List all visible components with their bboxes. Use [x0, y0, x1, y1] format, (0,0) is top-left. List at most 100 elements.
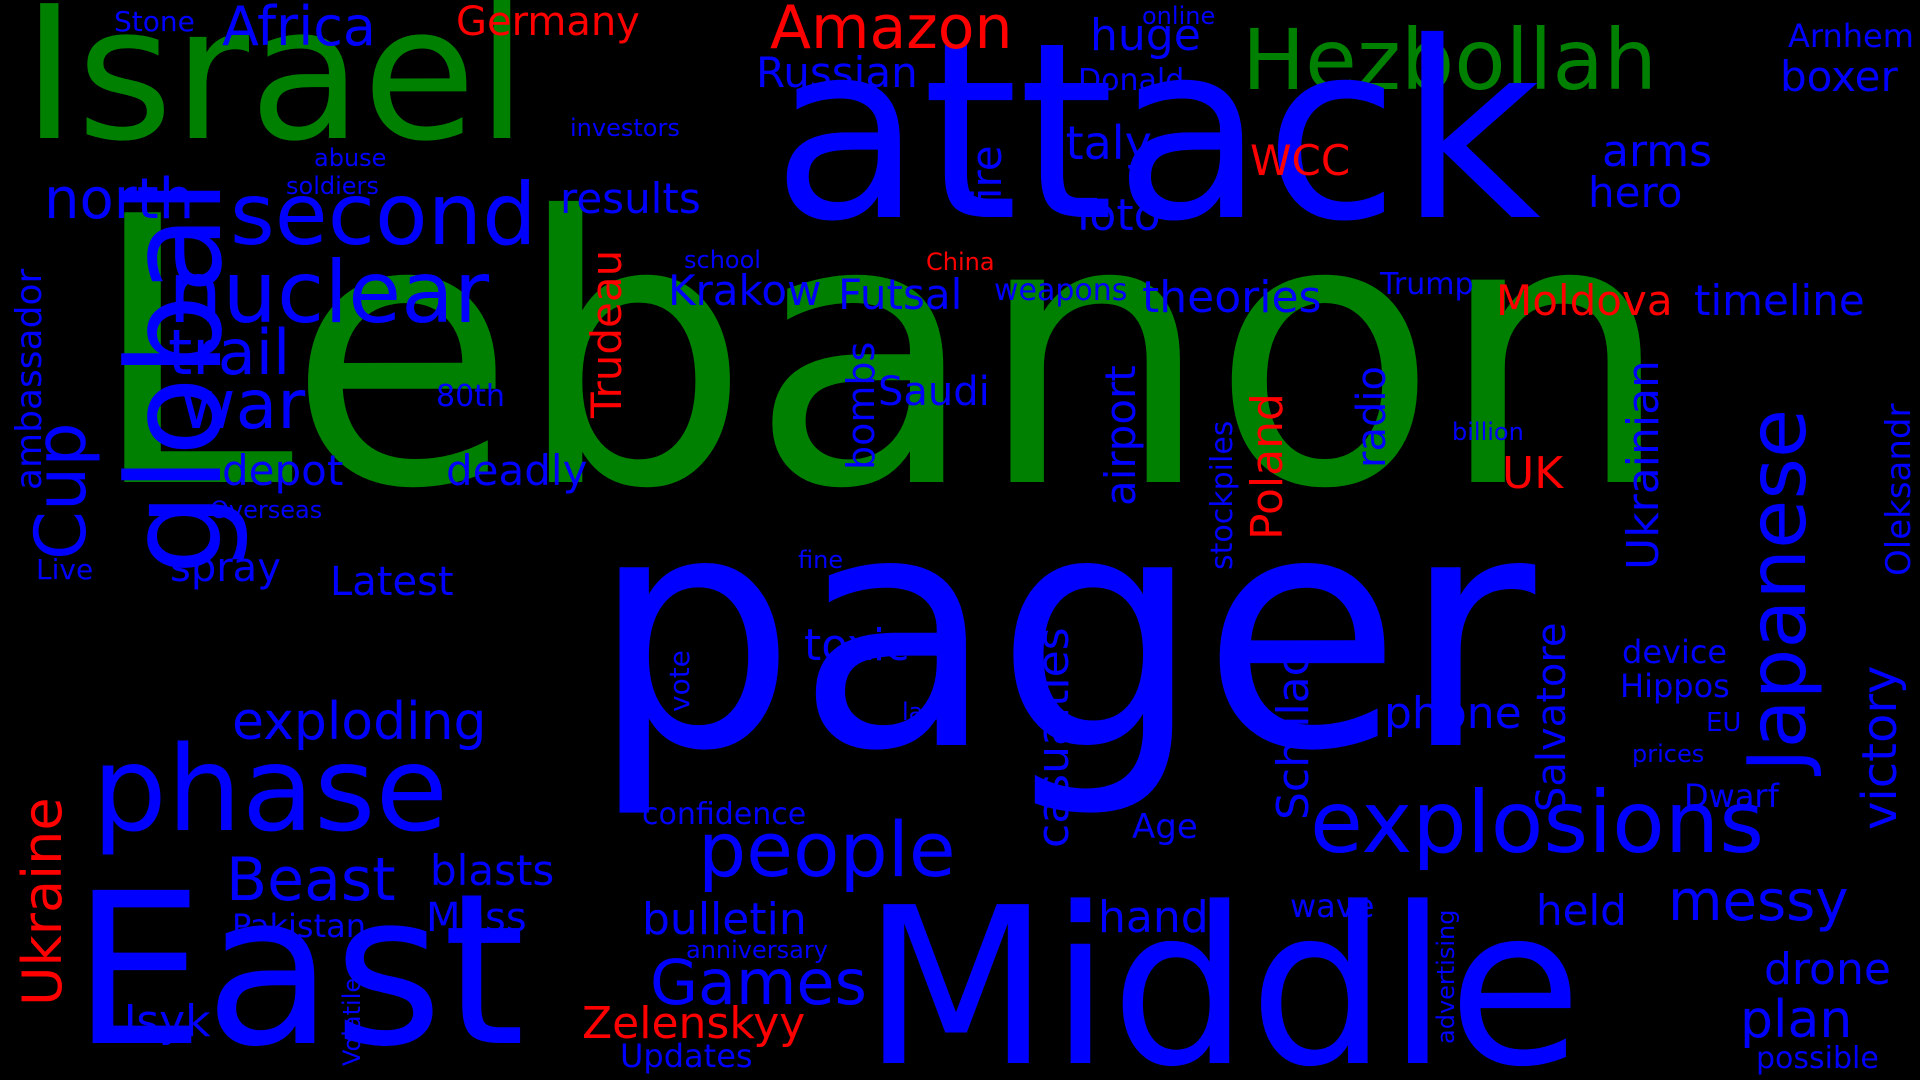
- word-radio: radio: [1349, 366, 1395, 468]
- word-billion: billion: [1452, 418, 1524, 446]
- word-pager: pager: [590, 443, 1536, 822]
- word-israel: Israel: [22, 0, 528, 182]
- word-bombs: bombs: [839, 341, 883, 470]
- word-amazon: Amazon: [770, 0, 1013, 63]
- word-games: Games: [650, 946, 867, 1019]
- word-explosions: explosions: [1310, 773, 1765, 873]
- word-airport: airport: [1096, 365, 1145, 506]
- word-online: online: [1142, 2, 1216, 30]
- word-possible: possible: [1756, 1041, 1879, 1076]
- word-oleksandr: Oleksandr: [1879, 403, 1919, 576]
- word-80th: 80th: [436, 379, 505, 414]
- word-spray: spray: [170, 545, 281, 591]
- word-deadly: deadly: [446, 446, 588, 495]
- word-timeline: timeline: [1694, 276, 1865, 325]
- word-eu: EU: [1706, 708, 1742, 738]
- word-theories: theories: [1142, 272, 1322, 323]
- word-people: people: [698, 805, 956, 894]
- word-arnhem: Arnhem: [1788, 17, 1914, 55]
- word-russian: Russian: [756, 48, 918, 97]
- word-phone: phone: [1384, 688, 1522, 739]
- word-school: school: [684, 246, 761, 274]
- word-china: China: [926, 248, 995, 276]
- word-drone: drone: [1764, 944, 1891, 995]
- word-anniversary: anniversary: [686, 936, 828, 964]
- word-victory: victory: [1852, 665, 1908, 830]
- word-moldova: Moldova: [1496, 276, 1673, 325]
- word-phase: phase: [92, 720, 449, 858]
- word-futsal: Futsal: [838, 270, 963, 319]
- word-advertising: advertising: [1432, 909, 1460, 1044]
- word-nuclear: nuclear: [168, 243, 490, 343]
- word-hippos: Hippos: [1620, 667, 1730, 705]
- word-confidence: confidence: [642, 797, 807, 832]
- word-arms: arms: [1602, 126, 1713, 177]
- word-second: second: [230, 165, 537, 265]
- word-updates: Updates: [620, 1037, 753, 1075]
- word-stockpiles: stockpiles: [1205, 420, 1240, 570]
- word-hezbollah: Hezbollah: [1242, 11, 1658, 109]
- word-saudi: Saudi: [878, 369, 990, 415]
- word-volatile: Volatile: [338, 977, 366, 1066]
- word-germany: Germany: [456, 0, 640, 45]
- word-prices: prices: [1632, 740, 1705, 768]
- word-ukraine: Ukraine: [11, 797, 74, 1006]
- word-weapons: weapons: [994, 273, 1128, 308]
- word-ukrainian: Ukrainian: [1618, 360, 1669, 570]
- word-depot: depot: [222, 446, 344, 495]
- word-abuse: abuse: [314, 144, 387, 172]
- word-toto: Toto: [1070, 190, 1161, 241]
- word-live: Live: [36, 553, 94, 586]
- word-hero: hero: [1588, 168, 1683, 217]
- word-held: held: [1536, 886, 1627, 935]
- word-attack: attack: [772, 0, 1541, 275]
- word-hand: hand: [1098, 892, 1209, 943]
- word-trump: Trump: [1380, 267, 1474, 302]
- word-usyk: Usyk: [104, 996, 211, 1047]
- word-north: north: [44, 167, 195, 232]
- word-wcc: WCC: [1250, 136, 1351, 185]
- word-plan: plan: [1740, 990, 1853, 1050]
- word-trudeau: Trudeau: [582, 249, 631, 418]
- word-results: results: [560, 174, 701, 223]
- word-war: war: [180, 366, 306, 445]
- word-land: land: [902, 698, 954, 726]
- word-japanese: Japanese: [1731, 408, 1824, 772]
- word-exploding: exploding: [232, 692, 487, 752]
- word-fire: fire: [962, 145, 1011, 214]
- word-vote: vote: [663, 650, 696, 712]
- word-ambassador: ambassador: [9, 268, 50, 490]
- word-africa: Africa: [222, 0, 377, 58]
- word-uk: UK: [1502, 448, 1564, 499]
- word-mass: Mass: [426, 895, 527, 941]
- word-zelenskyy: Zelenskyy: [582, 998, 806, 1049]
- word-huge: huge: [1090, 10, 1201, 61]
- word-blasts: blasts: [430, 846, 555, 895]
- word-schillaci: Schillaci: [1268, 639, 1319, 820]
- word-krakow: Krakow: [668, 266, 822, 315]
- word-east: East: [72, 848, 526, 1080]
- word-lebanon: Lebanon: [88, 140, 1673, 570]
- word-latest: Latest: [330, 559, 454, 605]
- word-trail: trail: [168, 316, 291, 389]
- word-boxer: boxer: [1780, 52, 1898, 101]
- word-device: device: [1622, 633, 1728, 671]
- word-age: Age: [1132, 807, 1198, 847]
- word-investors: investors: [570, 114, 680, 142]
- word-casualties: casualties: [1028, 627, 1079, 848]
- word-overseas: Overseas: [210, 496, 323, 524]
- word-pakistan: Pakistan: [232, 907, 366, 945]
- word-soldiers: soldiers: [286, 172, 379, 200]
- word-salvatore: Salvatore: [1529, 622, 1575, 812]
- word-bulletin: bulletin: [642, 894, 807, 945]
- word-italy: Italy: [1052, 116, 1152, 170]
- word-toxic: toxic: [804, 620, 910, 671]
- word-fine: fine: [798, 546, 844, 574]
- word-dwarf: Dwarf: [1684, 777, 1779, 815]
- word-messy: messy: [1668, 869, 1849, 934]
- word-middle: Middle: [862, 862, 1583, 1080]
- word-stone: Stone: [114, 5, 195, 38]
- word-beast: Beast: [226, 845, 396, 915]
- word-wave: wave: [1290, 887, 1375, 925]
